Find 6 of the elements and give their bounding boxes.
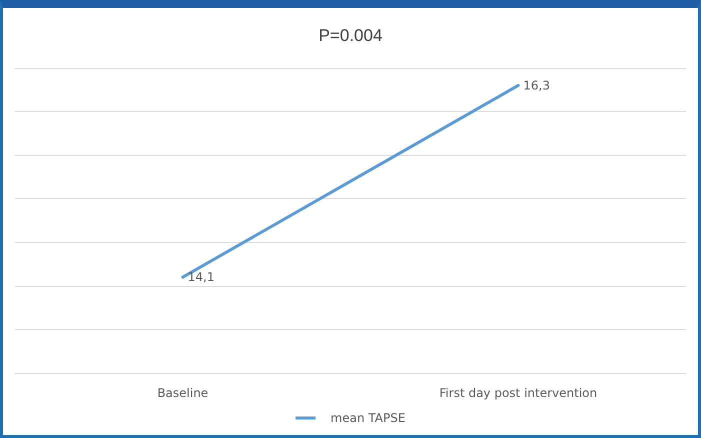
chart-title: P=0.004 [318, 26, 382, 45]
data-label: 14,1 [188, 270, 214, 284]
legend-label: mean TAPSE [330, 411, 406, 425]
data-label: 16,3 [523, 78, 550, 92]
x-tick-label: First day post intervention [439, 386, 598, 400]
x-tick-label: Baseline [157, 386, 208, 400]
